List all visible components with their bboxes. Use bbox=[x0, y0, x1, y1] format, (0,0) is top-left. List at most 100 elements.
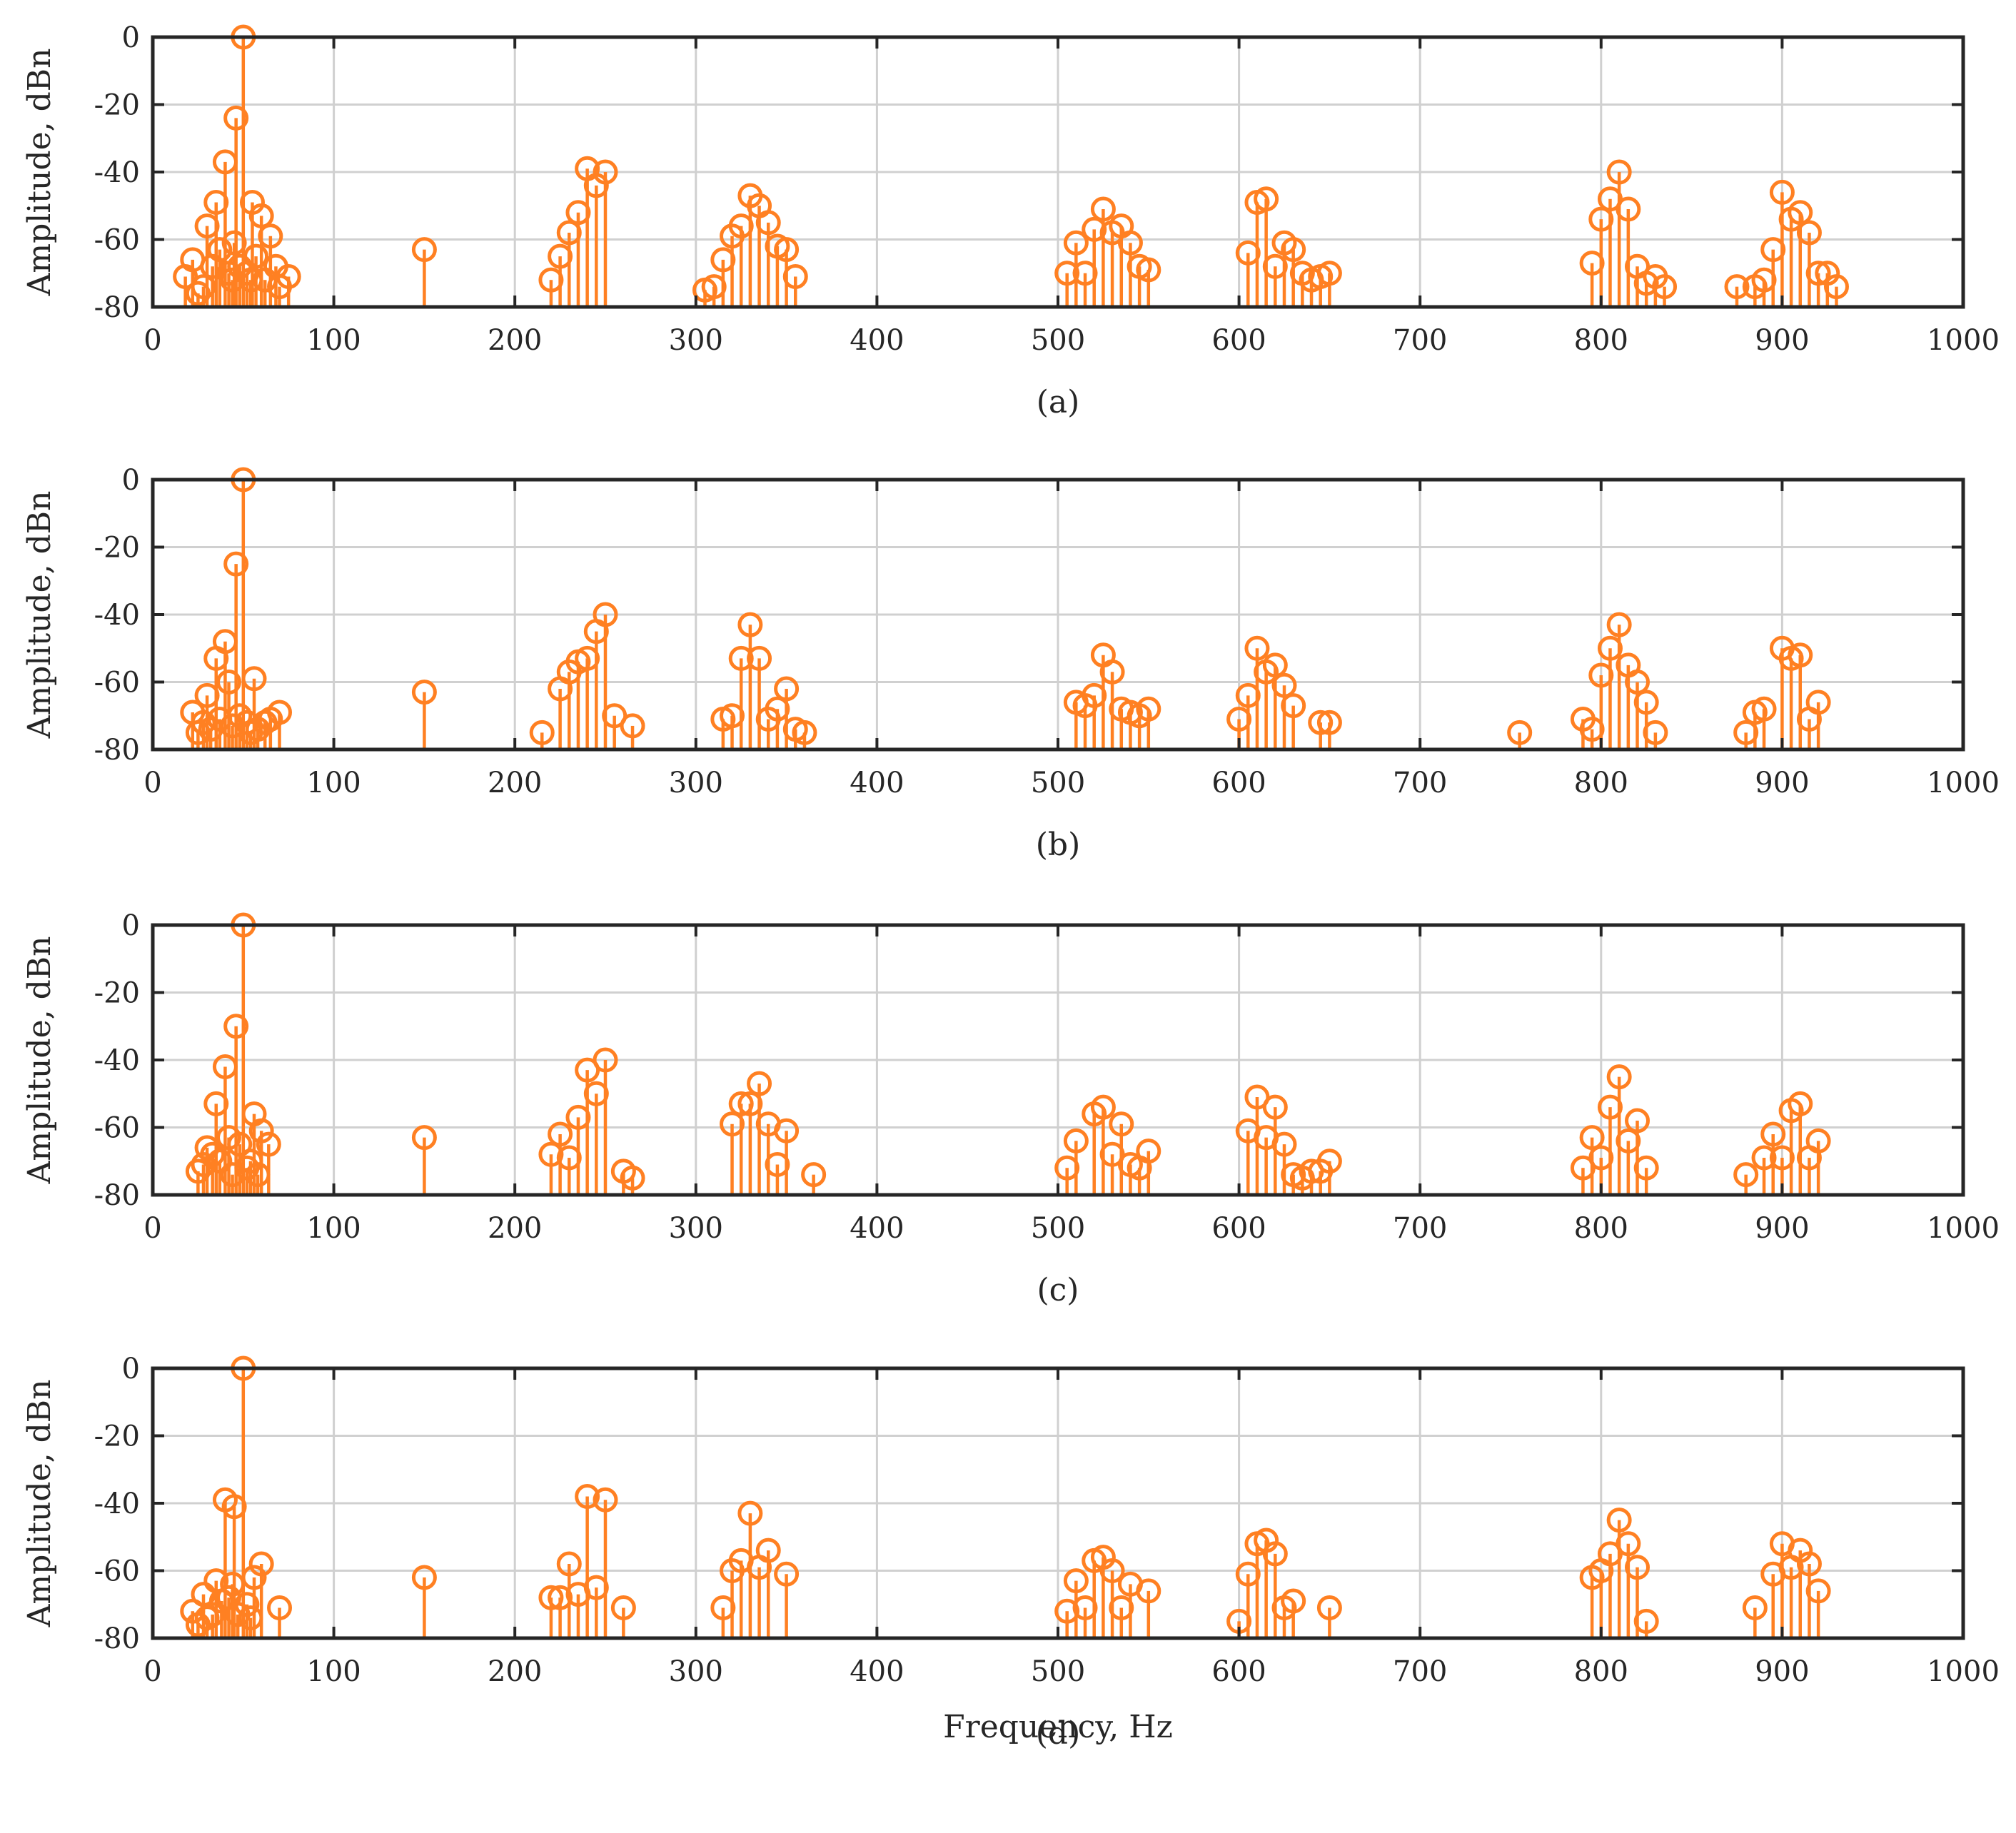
stem-marker bbox=[203, 190, 229, 216]
stem-marker bbox=[1643, 719, 1668, 745]
stem-marker bbox=[1805, 1578, 1831, 1604]
x-tick-label: 100 bbox=[306, 1212, 361, 1245]
stem-marker bbox=[1769, 179, 1795, 205]
stem-marker bbox=[1099, 659, 1125, 685]
stem-marker bbox=[1769, 1145, 1795, 1171]
stem-marker bbox=[1316, 710, 1342, 735]
stem-marker bbox=[575, 1484, 600, 1510]
stem-marker bbox=[1633, 1155, 1659, 1181]
y-tick-label: -20 bbox=[94, 532, 140, 565]
stem-marker bbox=[185, 1158, 211, 1184]
y-tick-label: -80 bbox=[94, 291, 140, 324]
y-axis-label: Amplitude, dBn bbox=[21, 49, 58, 297]
stem-marker bbox=[1109, 1595, 1134, 1620]
stem-marker bbox=[1652, 274, 1678, 300]
stem-marker bbox=[1805, 261, 1831, 286]
stem-marker bbox=[1788, 200, 1813, 226]
y-tick-label: -40 bbox=[94, 156, 140, 189]
x-tick-label: 900 bbox=[1755, 1212, 1809, 1245]
stem-marker bbox=[1254, 186, 1279, 212]
stem-marker bbox=[774, 1561, 800, 1587]
stem-marker bbox=[1308, 710, 1334, 735]
stem-marker bbox=[411, 680, 437, 705]
y-tick-label: 0 bbox=[122, 21, 140, 54]
x-tick-label: 500 bbox=[1031, 1655, 1085, 1688]
y-tick-label: -20 bbox=[94, 89, 140, 122]
stem-marker bbox=[1109, 1111, 1134, 1137]
stem-marker bbox=[1262, 1094, 1288, 1120]
x-tick-label: 1000 bbox=[1927, 1655, 2000, 1688]
stem-marker bbox=[1633, 1608, 1659, 1634]
x-tick-label: 800 bbox=[1574, 1212, 1628, 1245]
stem-marker bbox=[1606, 612, 1632, 637]
panels: 0 100 200 300 400 500 600 700 800 900 1000 0 -20 -40 -… bbox=[21, 21, 2000, 1752]
stem-marker bbox=[548, 243, 573, 269]
stem-marker bbox=[1633, 690, 1659, 715]
stem-marker bbox=[755, 1537, 781, 1563]
stem-marker bbox=[1244, 1084, 1270, 1110]
y-tick-label: -20 bbox=[94, 977, 140, 1010]
stem-marker bbox=[1136, 696, 1161, 722]
stem-marker bbox=[1054, 1155, 1080, 1181]
stem-marker bbox=[765, 696, 790, 722]
x-tick-label: 700 bbox=[1393, 1655, 1447, 1688]
stem-marker bbox=[191, 710, 216, 735]
stem-marker bbox=[1805, 690, 1831, 715]
stem-marker bbox=[1788, 642, 1813, 668]
stem-marker bbox=[565, 1104, 591, 1130]
stem-marker bbox=[1597, 635, 1623, 661]
x-tick-label: 400 bbox=[850, 1212, 904, 1245]
stem-marker bbox=[737, 612, 763, 637]
stem-marker bbox=[556, 1551, 582, 1577]
stem-marker bbox=[243, 243, 269, 269]
x-tick-label: 800 bbox=[1574, 1655, 1628, 1688]
x-tick-label: 800 bbox=[1574, 767, 1628, 799]
stem-marker bbox=[1072, 261, 1098, 286]
stem-marker bbox=[1733, 719, 1759, 745]
stem-marker bbox=[747, 1071, 772, 1096]
y-tick-label: -20 bbox=[94, 1420, 140, 1453]
x-tick-label: 0 bbox=[143, 1655, 161, 1688]
stem-marker bbox=[241, 666, 267, 692]
stem-series bbox=[173, 24, 1849, 307]
stem-marker bbox=[774, 676, 800, 702]
stem-marker bbox=[728, 213, 754, 239]
stem-marker bbox=[411, 1565, 437, 1590]
stem-marker bbox=[1823, 274, 1849, 300]
stem-marker bbox=[1281, 1588, 1306, 1614]
stem-marker bbox=[1805, 1128, 1831, 1153]
stem-marker bbox=[747, 645, 772, 671]
stem-series bbox=[180, 1355, 1831, 1638]
stem-marker bbox=[1136, 1138, 1161, 1164]
panel-caption: (a) bbox=[1037, 384, 1080, 420]
stem-marker bbox=[1760, 1121, 1786, 1147]
stem-marker bbox=[1796, 1551, 1822, 1577]
stem-marker bbox=[1570, 1155, 1596, 1181]
x-tick-label: 600 bbox=[1211, 1212, 1266, 1245]
stem-marker bbox=[245, 1162, 271, 1188]
stem-marker bbox=[248, 203, 274, 228]
x-tick-label: 200 bbox=[488, 767, 542, 799]
y-tick-label: -40 bbox=[94, 599, 140, 632]
stem-marker bbox=[583, 1081, 609, 1106]
stem-marker bbox=[1588, 1145, 1614, 1171]
stem-marker bbox=[1606, 159, 1632, 185]
stem-marker bbox=[200, 1141, 226, 1167]
stem-marker bbox=[258, 223, 283, 249]
stem-marker bbox=[720, 1111, 745, 1137]
stem-marker bbox=[203, 1091, 229, 1116]
stem-marker bbox=[575, 1057, 600, 1083]
stem-marker bbox=[1099, 1558, 1125, 1583]
stem-marker bbox=[256, 1131, 281, 1157]
stem-marker bbox=[1788, 1091, 1813, 1116]
stem-marker bbox=[720, 703, 745, 729]
y-tick-label: -40 bbox=[94, 1044, 140, 1077]
panel-c: 0 100 200 300 400 500 600 700 800 900 1000 0 -20 -40 -… bbox=[21, 909, 2000, 1308]
stem-series bbox=[185, 912, 1831, 1195]
x-tick-label: 300 bbox=[669, 324, 723, 357]
stem-marker bbox=[212, 629, 238, 655]
stem-marker bbox=[1082, 682, 1107, 708]
stem-marker bbox=[1796, 220, 1822, 246]
stem-marker bbox=[1281, 237, 1306, 263]
